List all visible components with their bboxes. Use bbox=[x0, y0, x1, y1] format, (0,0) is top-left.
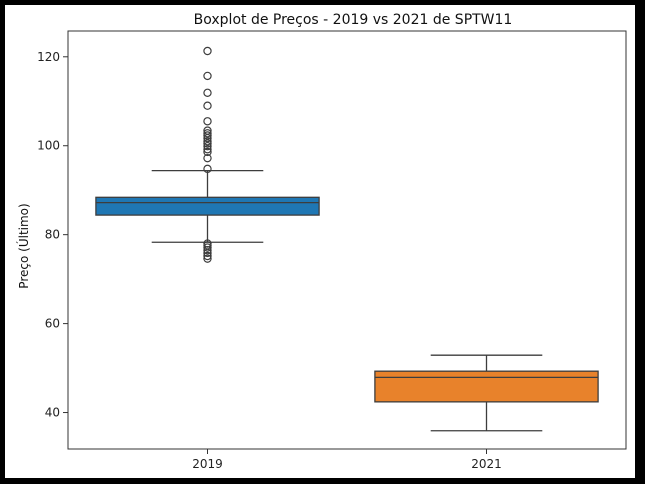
outlier-point bbox=[203, 243, 212, 252]
chart-title: Boxplot de Preços - 2019 vs 2021 de SPTW… bbox=[194, 12, 513, 28]
box-iqr bbox=[95, 196, 320, 216]
outlier-point bbox=[203, 46, 212, 56]
box-group bbox=[95, 46, 599, 432]
chart-figure: Boxplot de Preços - 2019 vs 2021 de SPTW… bbox=[5, 5, 635, 478]
outlier-point bbox=[203, 139, 212, 148]
x-tick-label: 2021 bbox=[471, 457, 502, 471]
outlier-point bbox=[203, 129, 212, 138]
outlier-point bbox=[203, 141, 212, 151]
box-2019 bbox=[95, 46, 320, 263]
y-axis: 40 60 80 100 120 bbox=[37, 50, 68, 420]
outlier-point bbox=[203, 153, 212, 163]
outlier-point bbox=[203, 137, 212, 146]
outlier-point bbox=[203, 147, 212, 157]
outlier-point bbox=[203, 246, 212, 255]
outlier-point bbox=[203, 117, 212, 126]
outlier-point bbox=[203, 145, 212, 154]
plot-area bbox=[67, 30, 627, 450]
y-tick-label: 80 bbox=[45, 228, 60, 242]
outlier-point bbox=[203, 88, 212, 98]
x-tick-label: 2019 bbox=[192, 457, 223, 471]
y-tick-label: 120 bbox=[37, 50, 60, 64]
outlier-point bbox=[203, 164, 212, 174]
y-tick-label: 100 bbox=[37, 139, 60, 153]
outlier-point bbox=[203, 254, 212, 263]
box-2021 bbox=[374, 354, 599, 432]
outlier-point bbox=[203, 251, 212, 261]
box-iqr bbox=[374, 370, 599, 403]
y-tick-label: 40 bbox=[45, 406, 60, 420]
boxplot-chart: Boxplot de Preços - 2019 vs 2021 de SPTW… bbox=[16, 12, 627, 471]
outlier-point bbox=[203, 101, 212, 110]
outlier-point bbox=[203, 248, 212, 258]
outlier-point bbox=[203, 131, 212, 140]
y-axis-label: Preço (Último) bbox=[16, 203, 31, 288]
x-axis: 2019 2021 bbox=[192, 449, 502, 471]
y-tick-label: 60 bbox=[45, 317, 60, 331]
outlier-point bbox=[203, 133, 212, 143]
outlier-point bbox=[203, 71, 212, 81]
